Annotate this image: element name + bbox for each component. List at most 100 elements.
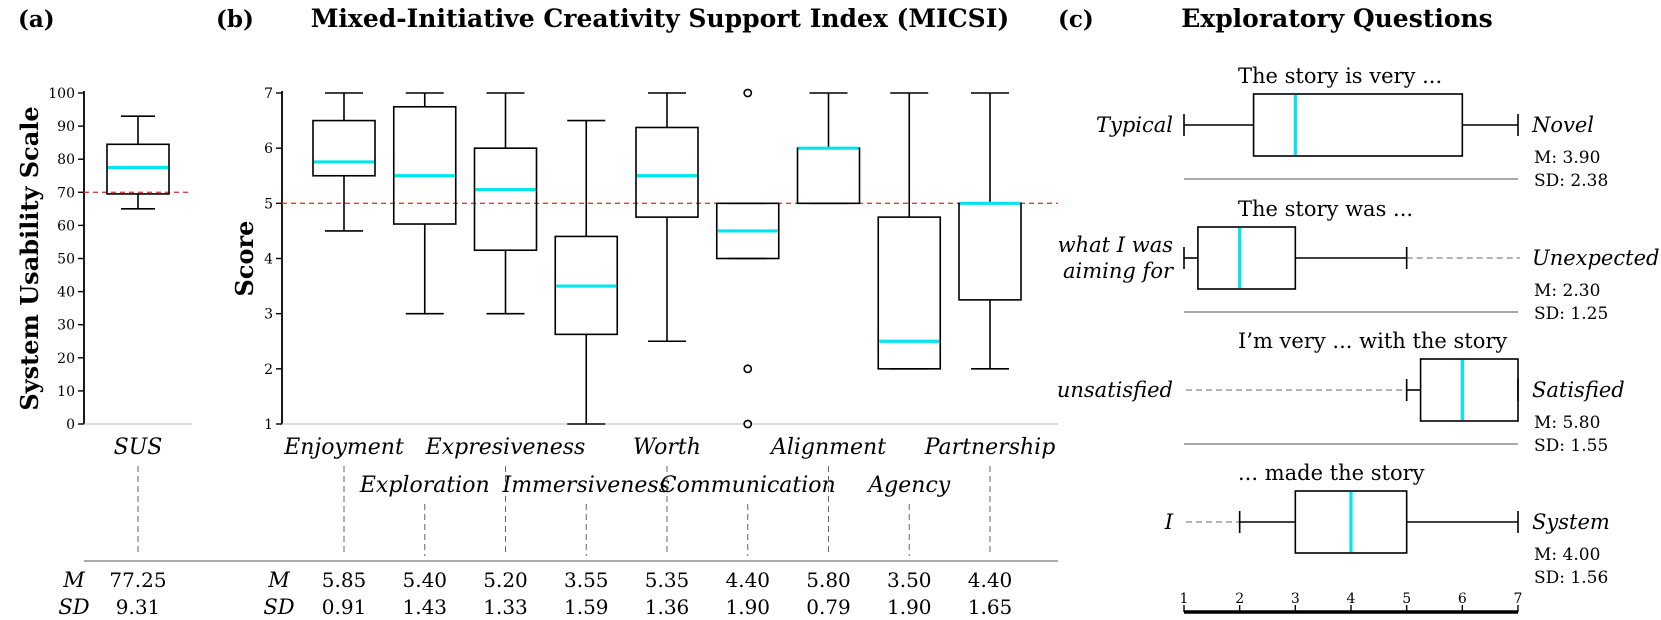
mean-value: 5.80: [806, 568, 851, 592]
mean-value: M: 5.80: [1534, 413, 1600, 433]
panel-b-title: Mixed-Initiative Creativity Support Inde…: [311, 4, 1009, 33]
panel-a-letter: (a): [18, 6, 55, 33]
sd-value: 0.91: [322, 595, 367, 619]
x-tick-label: 3: [1291, 591, 1300, 607]
micsi-panel: Score 1 2 3 4 5 6 7 M SD Enjoyment 5.85 0.91 Explorat…: [230, 86, 1058, 619]
iqr-box: [959, 203, 1021, 300]
y-tick-label: 30: [57, 318, 75, 334]
question-title: ... made the story: [1238, 461, 1425, 485]
category-label: Alignment: [769, 435, 886, 460]
iqr-box: [798, 148, 860, 203]
mean-value: M: 2.30: [1534, 281, 1600, 301]
mean-value: 5.85: [322, 568, 367, 592]
sd-value: SD: 1.56: [1534, 568, 1608, 588]
x-tick-label: 5: [1402, 591, 1411, 607]
y-tick-label: 0: [66, 417, 75, 433]
sd-value: 1.43: [402, 595, 447, 619]
mean-row-label: M: [267, 568, 290, 592]
y-tick-label: 70: [57, 185, 75, 201]
sd-value: 1.36: [645, 595, 690, 619]
mean-row-label: M: [62, 568, 85, 592]
outlier-point: [744, 89, 751, 96]
x-tick-label: 7: [1514, 591, 1523, 607]
category-label: Expresiveness: [425, 435, 586, 460]
sd-value: 0.79: [806, 595, 851, 619]
y-tick-label: 1: [264, 417, 273, 433]
mean-value: 3.50: [887, 568, 932, 592]
sd-value: 1.33: [483, 595, 528, 619]
left-anchor-label: Typical: [1096, 113, 1173, 137]
x-tick-label: 1: [1180, 591, 1189, 607]
outlier-point: [744, 365, 751, 372]
iqr-box: [394, 107, 456, 224]
category-label: Exploration: [359, 473, 490, 498]
question-title: I’m very ... with the story: [1238, 329, 1507, 353]
mean-value: 3.55: [564, 568, 609, 592]
category-label: SUS: [114, 435, 163, 460]
outlier-point: [744, 420, 751, 427]
category-label: Worth: [633, 435, 701, 460]
question-title: The story is very ...: [1238, 64, 1442, 88]
y-tick-label: 4: [264, 252, 273, 268]
y-tick-label: 60: [57, 218, 75, 234]
y-tick-label: 5: [264, 196, 273, 212]
y-tick-label: 2: [264, 362, 273, 378]
category-label: Agency: [866, 473, 950, 498]
panel-c-title: Exploratory Questions: [1181, 4, 1493, 33]
y-tick-label: 6: [264, 141, 273, 157]
mean-value: 77.25: [109, 568, 166, 592]
y-axis-title: Score: [230, 221, 259, 297]
category-label: Enjoyment: [283, 435, 404, 460]
iqr-box: [878, 217, 940, 369]
y-tick-label: 7: [264, 86, 273, 102]
y-tick-label: 20: [57, 351, 75, 367]
mean-value: M: 4.00: [1534, 545, 1600, 565]
iqr-box: [475, 148, 537, 250]
mean-value: 5.35: [645, 568, 690, 592]
y-tick-label: 100: [48, 86, 75, 102]
mean-value: M: 3.90: [1534, 148, 1600, 168]
mean-value: 5.40: [402, 568, 447, 592]
y-tick-label: 3: [264, 307, 273, 323]
y-axis-title: System Usability Scale: [15, 106, 44, 410]
category-label: Partnership: [924, 435, 1056, 460]
right-anchor-label: Novel: [1531, 113, 1594, 137]
sus-panel: System Usability Scale 0 10 20 30 40 50 60 70 80 9…: [15, 86, 192, 619]
sd-value: SD: 2.38: [1534, 171, 1608, 191]
y-tick-label: 40: [57, 285, 75, 301]
left-anchor-label: aiming for: [1063, 259, 1175, 283]
exploratory-panel: The story is very ... Typical Novel M: 3.90…: [1057, 64, 1660, 612]
iqr-box: [107, 144, 169, 194]
iqr-box: [313, 121, 375, 176]
right-anchor-label: Unexpected: [1532, 246, 1659, 270]
sd-value: 9.31: [116, 595, 161, 619]
y-tick-label: 10: [57, 384, 75, 400]
sd-value: 1.90: [725, 595, 770, 619]
iqr-box: [1254, 94, 1463, 156]
iqr-box: [1421, 359, 1518, 421]
panel-b-letter: (b): [216, 6, 254, 33]
sd-value: 1.59: [564, 595, 609, 619]
y-tick-label: 50: [57, 252, 75, 268]
sd-value: SD: 1.55: [1534, 436, 1608, 456]
iqr-box: [1198, 227, 1295, 289]
mean-value: 4.40: [968, 568, 1013, 592]
y-tick-label: 80: [57, 152, 75, 168]
left-anchor-label: unsatisfied: [1057, 378, 1173, 402]
x-tick-label: 6: [1458, 591, 1467, 607]
panel-c-letter: (c): [1058, 6, 1094, 33]
y-tick-label: 90: [57, 119, 75, 135]
category-label: Immersiveness: [502, 473, 671, 498]
sd-row-label: SD: [58, 595, 89, 619]
left-anchor-label: what I was: [1058, 233, 1174, 257]
left-anchor-label: I: [1164, 510, 1174, 534]
sd-row-label: SD: [263, 595, 294, 619]
sd-value: 1.65: [968, 595, 1013, 619]
sd-value: SD: 1.25: [1534, 304, 1608, 324]
sd-value: 1.90: [887, 595, 932, 619]
category-label: Communication: [660, 473, 836, 498]
right-anchor-label: System: [1532, 510, 1610, 534]
mean-value: 4.40: [725, 568, 770, 592]
x-tick-label: 4: [1347, 591, 1356, 607]
chart-figure: (a) (b) Mixed-Initiative Creativity Supp…: [0, 0, 1661, 620]
